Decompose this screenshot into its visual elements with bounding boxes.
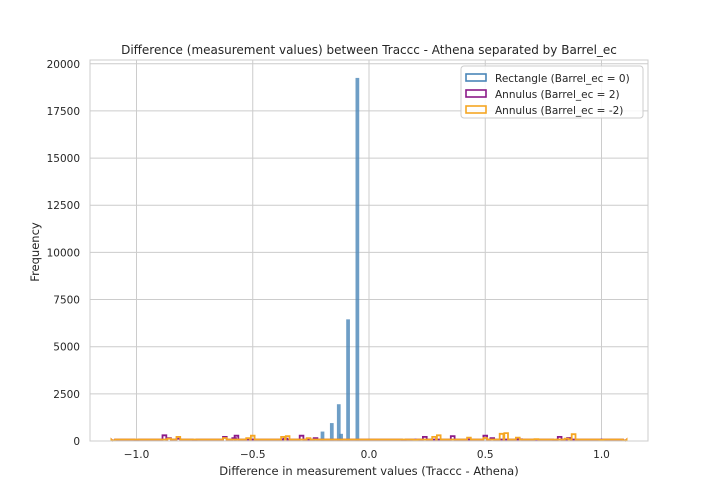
- legend-swatch: [465, 105, 487, 114]
- y-tick-label: 12500: [47, 200, 80, 212]
- axis-ticks: −1.0 −0.5 0.0 0.5 1.0 0 2500 5000 7500 10000 12500…: [47, 59, 610, 461]
- y-tick-label: 7500: [53, 295, 80, 307]
- x-tick-label: −1.0: [124, 449, 150, 461]
- y-axis-label: Frequency: [28, 222, 42, 282]
- legend-label: Annulus (Barrel_ec = 2): [495, 89, 620, 101]
- histogram-bar: [320, 431, 325, 441]
- x-tick-label: 1.0: [593, 449, 610, 461]
- histogram-bar: [339, 433, 343, 441]
- x-tick-label: −0.5: [240, 449, 266, 461]
- grid: [90, 60, 648, 442]
- y-tick-label: 20000: [47, 59, 80, 71]
- histogram-step-line: [110, 432, 628, 442]
- y-tick-label: 2500: [53, 389, 80, 401]
- legend-swatch: [465, 73, 487, 82]
- legend-frame: [460, 65, 644, 119]
- legend-label: Rectangle (Barrel_ec = 0): [495, 73, 630, 85]
- x-tick-label: 0.0: [361, 449, 378, 461]
- histogram-bar: [336, 404, 341, 441]
- y-tick-label: 10000: [47, 247, 80, 259]
- histogram-bar: [329, 423, 334, 441]
- y-tick-label: 5000: [53, 342, 80, 354]
- histogram-step-lines: [110, 432, 628, 442]
- y-tick-label: 15000: [47, 153, 80, 165]
- y-tick-label: 0: [73, 436, 80, 448]
- histogram-bar: [346, 319, 350, 441]
- legend-swatch: [465, 89, 487, 98]
- y-tick-label: 17500: [47, 106, 80, 118]
- plot-frame: [89, 59, 649, 442]
- x-tick-label: 0.5: [477, 449, 494, 461]
- legend-label: Annulus (Barrel_ec = -2): [495, 105, 623, 117]
- histogram-bar: [355, 77, 360, 441]
- legend: Rectangle (Barrel_ec = 0) Annulus (Barrel…: [460, 65, 644, 119]
- chart-title: Difference (measurement values) between …: [121, 43, 617, 57]
- x-axis-label: Difference in measurement values (Traccc…: [219, 464, 518, 478]
